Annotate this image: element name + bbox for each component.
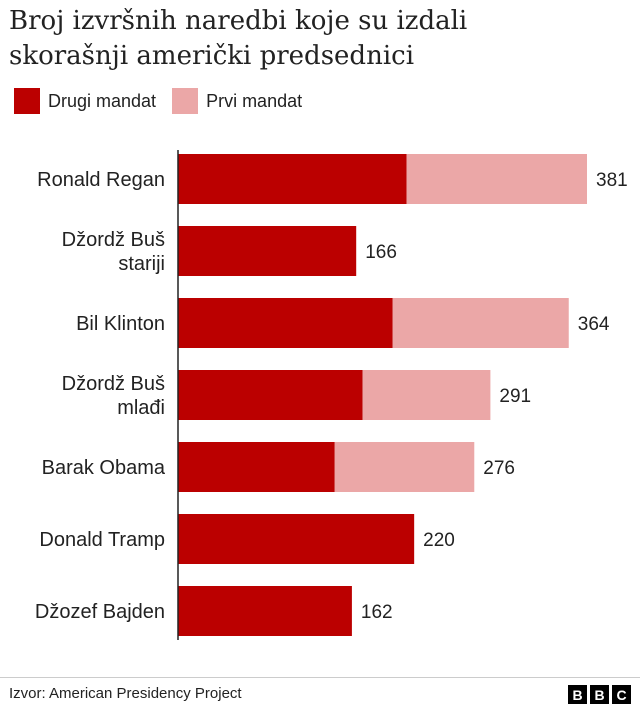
legend-swatch-second-term	[14, 88, 40, 114]
legend-item-first-term: Prvi mandat	[172, 88, 302, 114]
bar-second-term-1	[178, 226, 357, 276]
bar-first-term-2	[392, 298, 569, 348]
bbc-logo-letter-1: B	[568, 685, 587, 704]
bbc-logo: B B C	[565, 685, 631, 704]
category-label-1-line-1: Džordž Buš	[62, 229, 165, 251]
category-label-2: Bil Klinton	[76, 313, 165, 335]
category-label-5: Donald Tramp	[39, 529, 165, 551]
bar-second-term-5	[178, 514, 415, 564]
bbc-logo-letter-3: C	[612, 685, 631, 704]
category-label-6: Džozef Bajden	[35, 601, 165, 623]
chart-legend: Drugi mandat Prvi mandat	[14, 88, 318, 114]
footer-divider	[0, 677, 640, 678]
chart-title-line-1: Broj izvršnih naredbi koje su izdali	[9, 6, 468, 36]
chart-title-line-2: skorašnji američki predsednici	[9, 41, 415, 71]
category-label-0: Ronald Regan	[37, 169, 165, 191]
bar-first-term-0	[406, 154, 587, 204]
value-label-2: 364	[578, 314, 610, 335]
legend-item-second-term: Drugi mandat	[14, 88, 156, 114]
value-label-3: 291	[499, 386, 531, 407]
bar-second-term-3	[178, 370, 363, 420]
source-note: Izvor: American Presidency Project	[9, 685, 242, 702]
bar-first-term-4	[334, 442, 475, 492]
value-label-6: 162	[361, 602, 393, 623]
legend-label-first-term: Prvi mandat	[206, 90, 303, 111]
category-label-3-line-2: mlađi	[117, 397, 165, 419]
bar-second-term-2	[178, 298, 393, 348]
value-label-5: 220	[423, 530, 455, 551]
category-label-3-line-1: Džordž Buš	[62, 373, 165, 395]
bar-second-term-6	[178, 586, 352, 636]
value-label-4: 276	[483, 458, 515, 479]
value-label-1: 166	[365, 242, 397, 263]
bar-second-term-4	[178, 442, 335, 492]
value-label-0: 381	[596, 170, 628, 191]
bar-first-term-3	[362, 370, 491, 420]
bbc-logo-letter-2: B	[590, 685, 609, 704]
legend-swatch-first-term	[172, 88, 199, 114]
bar-second-term-0	[178, 154, 407, 204]
category-label-4: Barak Obama	[42, 457, 166, 479]
legend-label-second-term: Drugi mandat	[48, 90, 157, 111]
chart-title: Broj izvršnih naredbi koje su izdali sko…	[9, 4, 609, 74]
category-label-1-line-2: stariji	[118, 253, 165, 275]
